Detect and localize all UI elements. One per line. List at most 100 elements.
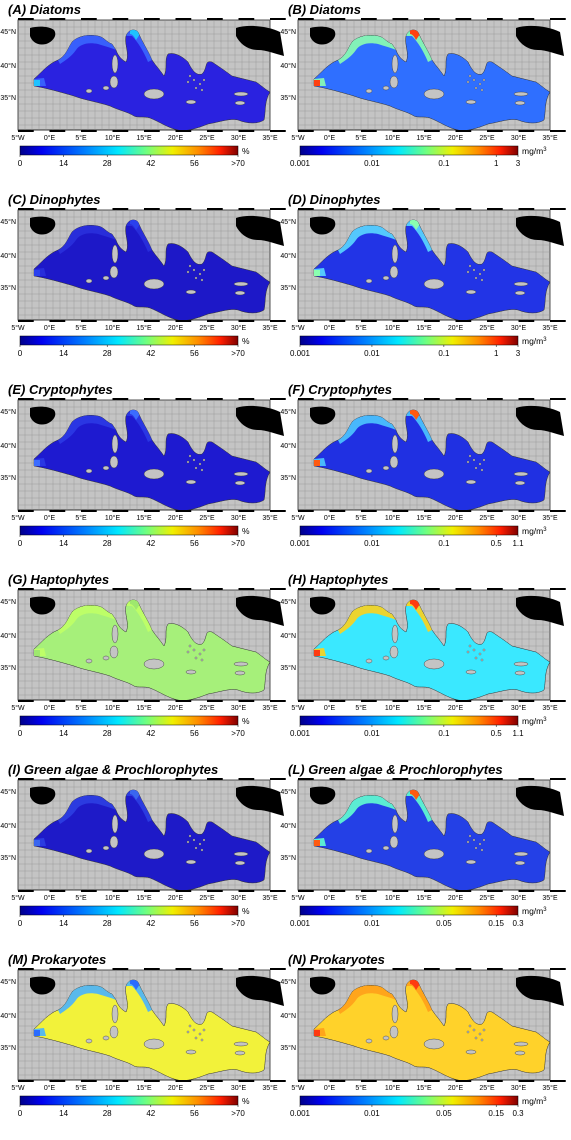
map-panel-l: (L) Green algae & Prochlorophytes 5°W 0°E 5… <box>280 762 566 942</box>
lon-label: 20°E <box>168 704 184 712</box>
lon-label: 35°E <box>542 894 558 902</box>
island <box>198 1032 202 1036</box>
lon-label: 5°W <box>291 894 305 902</box>
lon-label: 5°W <box>11 894 25 902</box>
lon-label: 20°E <box>168 514 184 522</box>
frame-tick <box>329 320 346 322</box>
frame-tick <box>270 398 286 400</box>
island <box>233 471 249 477</box>
frame-tick <box>238 208 255 210</box>
frame-tick <box>49 398 66 400</box>
frame-tick <box>298 398 314 400</box>
lon-label: 25°E <box>199 894 215 902</box>
lon-label: 10°E <box>105 1084 121 1092</box>
island <box>480 658 484 662</box>
frame-tick <box>112 890 129 892</box>
frame-tick <box>270 588 286 590</box>
frame-tick <box>49 778 66 780</box>
frame-tick <box>144 588 160 590</box>
frame-tick <box>361 1080 377 1082</box>
lat-label: 40°N <box>0 442 16 450</box>
frame-tick <box>329 588 346 590</box>
frame-tick <box>112 208 129 210</box>
colorbar: 0 14 28 42 56 >70% <box>18 1095 250 1118</box>
frame-tick <box>424 700 440 702</box>
frame-tick <box>49 588 66 590</box>
colorbar-tick-label: 3 <box>516 159 521 168</box>
frame-tick <box>112 588 129 590</box>
frame-tick <box>49 1080 66 1082</box>
lat-label: 45°N <box>280 788 296 796</box>
frame-tick <box>112 968 129 970</box>
colorbar-tick-label: 42 <box>146 539 155 548</box>
island <box>185 859 197 865</box>
lon-label: 5°W <box>11 704 25 712</box>
island <box>194 846 198 850</box>
colorbar-unit: mg/m3 <box>522 1096 547 1106</box>
island <box>143 1038 165 1050</box>
island <box>192 648 196 652</box>
map-panel-c: (C) Dinophytes 5°W 0°E 5°E 10°E 15°E 20°E 25°E 3… <box>0 192 286 372</box>
frame-tick <box>144 890 160 892</box>
frame-tick <box>81 18 97 20</box>
island <box>423 658 445 670</box>
island <box>185 289 197 295</box>
island <box>109 265 119 279</box>
island <box>482 78 486 82</box>
colorbar-tick-label: 0.5 <box>491 539 503 548</box>
colorbar-tick-label: 0 <box>18 729 23 738</box>
lon-label: 5°E <box>75 514 87 522</box>
frame-tick <box>49 18 66 20</box>
frame-tick <box>455 130 472 132</box>
lat-label: 45°N <box>280 408 296 416</box>
lon-label: 35°E <box>262 514 278 522</box>
black-landmass <box>236 405 284 436</box>
lon-label: 25°E <box>199 704 215 712</box>
frame-tick <box>487 968 503 970</box>
colorbar-tick-label: 0.5 <box>491 729 503 738</box>
colorbar-tick-label: 28 <box>103 539 112 548</box>
island <box>514 290 526 296</box>
frame-tick <box>18 130 34 132</box>
black-landmass <box>30 596 56 615</box>
sea-field <box>313 219 551 321</box>
island <box>382 85 390 91</box>
colorbar-gradient <box>299 1095 519 1106</box>
island <box>186 80 190 84</box>
island <box>186 840 190 844</box>
colorbar-gradient <box>19 335 239 346</box>
island <box>514 100 526 106</box>
lat-label: 40°N <box>0 62 16 70</box>
frame-tick <box>361 208 377 210</box>
lon-label: 0°E <box>44 324 56 332</box>
frame-tick <box>270 890 286 892</box>
lon-label: 5°W <box>11 1084 25 1092</box>
island <box>465 479 477 485</box>
lon-label: 10°E <box>105 324 121 332</box>
island <box>200 848 204 852</box>
frame-tick <box>298 588 314 590</box>
island <box>513 1041 529 1047</box>
island <box>478 1032 482 1036</box>
frame-tick <box>392 1080 409 1082</box>
colorbar-tick-label: 0.001 <box>290 539 311 548</box>
island <box>109 75 119 89</box>
island <box>466 840 470 844</box>
lon-label: 25°E <box>479 1084 495 1092</box>
colorbar-gradient <box>19 905 239 916</box>
island <box>234 480 246 486</box>
lat-label: 45°N <box>0 598 16 606</box>
frame-tick <box>298 778 314 780</box>
island <box>102 275 110 281</box>
map-area: 5°W 0°E 5°E 10°E 15°E 20°E 25°E 30°E 35°E 35°N 40°… <box>0 968 286 1092</box>
island <box>186 650 190 654</box>
sea-field <box>33 409 271 511</box>
island <box>85 468 93 474</box>
island <box>234 1050 246 1056</box>
map-area: 5°W 0°E 5°E 10°E 15°E 20°E 25°E 30°E 35°E 35°N 40°… <box>280 398 566 522</box>
frame-tick <box>238 778 255 780</box>
island <box>194 1036 198 1040</box>
frame-tick <box>270 208 286 210</box>
coastal-field <box>34 29 152 86</box>
